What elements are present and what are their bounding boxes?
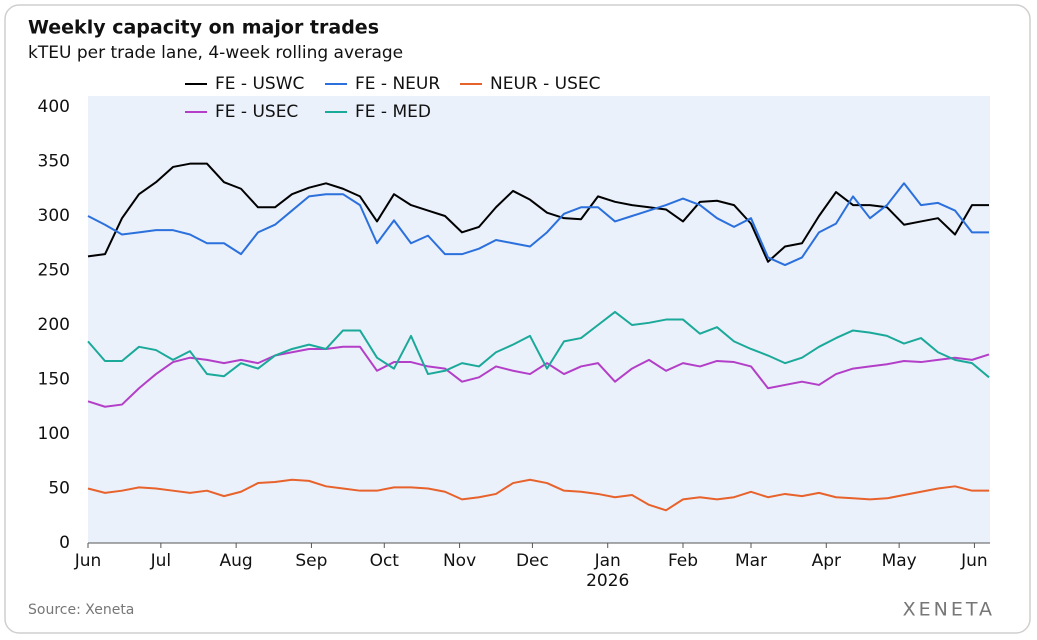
legend-label: NEUR - USEC (490, 74, 601, 94)
y-tick-label: 300 (38, 206, 70, 226)
brand-logo: XENETA (903, 599, 995, 621)
y-tick-label: 200 (38, 315, 70, 335)
x-tick-label: Nov (443, 551, 476, 571)
x-tick-label: Jul (150, 551, 172, 571)
series-line (87, 345, 990, 408)
x-tick-label: Sep (295, 551, 327, 571)
x-tick-label: Mar (735, 551, 767, 571)
chart-title: Weekly capacity on major trades (28, 17, 379, 39)
x-tick-label: Dec (516, 551, 549, 571)
x-tick-label: Jun (960, 551, 988, 571)
year-label: 2026 (586, 571, 629, 591)
x-tick-label: Oct (370, 551, 400, 571)
x-tick-label: Jun (74, 551, 102, 571)
source: Source: Xeneta (28, 602, 134, 618)
plot-background (88, 96, 990, 543)
series-line (87, 162, 989, 263)
x-tick-label: Feb (668, 551, 698, 571)
series-line (87, 478, 989, 512)
y-tick-label: 100 (38, 424, 70, 444)
x-tick-label: Jan (594, 551, 621, 571)
chart-subtitle: kTEU per trade lane, 4-week rolling aver… (28, 43, 403, 63)
y-tick-label: 400 (38, 97, 70, 117)
legend-label: FE - USEC (215, 102, 298, 122)
y-tick-label: 150 (38, 370, 70, 390)
y-tick-label: 50 (48, 479, 70, 499)
x-tick-label: Aug (220, 551, 253, 571)
y-tick-label: 250 (38, 261, 70, 281)
legend-label: FE - USWC (215, 74, 304, 94)
series-line (87, 310, 990, 379)
legend-label: FE - NEUR (355, 74, 440, 94)
x-tick-label: May (882, 551, 917, 571)
y-tick-label: 350 (38, 152, 70, 172)
x-tick-label: Apr (812, 551, 841, 571)
legend-label: FE - MED (355, 102, 431, 122)
y-tick-label: 0 (59, 533, 70, 553)
series-line (87, 182, 989, 267)
